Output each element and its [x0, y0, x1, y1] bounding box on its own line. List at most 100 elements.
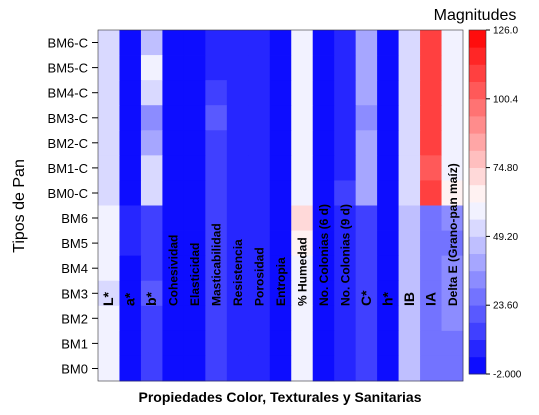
heatmap-cell: [269, 255, 292, 282]
heatmap-cell: [441, 305, 464, 332]
heatmap-cell: [398, 330, 421, 357]
heatmap-cell: [377, 305, 399, 332]
heatmap-cell: [205, 355, 228, 382]
row-label: BM2-C: [48, 136, 88, 151]
row-label: BM6: [61, 211, 88, 226]
heatmap-cell: [334, 30, 357, 56]
colorbar-band: [469, 116, 486, 134]
row-label: BM1-C: [48, 161, 88, 176]
colorbar-band: [469, 305, 486, 323]
heatmap-cell: [162, 305, 185, 332]
heatmap-cell: [377, 180, 399, 206]
row-label: BM1: [61, 336, 88, 351]
heatmap-cell: [140, 155, 163, 181]
heatmap-cell: [226, 30, 249, 56]
heatmap-cell: [269, 330, 292, 357]
heatmap-cell: [441, 205, 464, 231]
heatmap-cell: [162, 130, 185, 156]
heatmap-cell: [334, 255, 357, 282]
heatmap-cell: [420, 355, 442, 382]
heatmap-cell: [205, 180, 228, 206]
heatmap-cell: [377, 105, 399, 131]
column-label: Delta E (Grano-pan maíz): [446, 163, 460, 306]
heatmap-cell: [312, 355, 335, 382]
row-label: BM0: [61, 362, 88, 377]
heatmap-cell: [140, 30, 163, 56]
heatmap-cell: [248, 355, 271, 382]
heatmap-cell: [398, 255, 421, 282]
heatmap-cell: [269, 80, 292, 106]
colorbar-band: [469, 339, 486, 358]
column-label: Resistencia: [231, 239, 245, 306]
heatmap-cell: [441, 130, 464, 156]
column-label: IB: [401, 292, 417, 306]
heatmap-cell: [312, 230, 335, 257]
heatmap-cell: [334, 355, 357, 382]
row-label: BM6-C: [48, 36, 88, 51]
heatmap-cell: [312, 55, 335, 81]
column-labels: L* a* b* Cohesividad Elasticidad Masticabilid…: [100, 163, 460, 306]
heatmap-cell: [398, 180, 421, 206]
heatmap-cell: [119, 80, 142, 106]
heatmap-cell: [205, 30, 228, 56]
heatmap-cell: [98, 180, 120, 206]
heatmap-cell: [269, 205, 292, 231]
heatmap-cell: [291, 280, 314, 307]
row-label: BM3-C: [48, 111, 88, 126]
heatmap-cell: [269, 230, 292, 257]
heatmap-cell: [334, 105, 357, 131]
heatmap-cell: [269, 280, 292, 307]
heatmap-cell: [226, 180, 249, 206]
colorbar-band: [469, 167, 486, 186]
heatmap-cell: [248, 30, 271, 56]
heatmap-cell: [377, 355, 399, 382]
heatmap-cell: [334, 305, 357, 332]
colorbar-title: Magnitudes: [434, 7, 517, 24]
heatmap-cell: [183, 305, 206, 332]
heatmap-cell: [119, 230, 142, 257]
heatmap-cell: [441, 180, 464, 206]
row-labels: BM6-C BM5-C BM4-C BM3-C BM2-C BM1-C BM0-C BM6 BM…: [48, 36, 88, 377]
heatmap-cell: [98, 330, 120, 357]
heatmap-cell: [377, 255, 399, 282]
colorbar-band: [469, 202, 486, 220]
heatmap-cell: [355, 205, 378, 231]
heatmap-cell: [140, 80, 163, 106]
heatmap-cell: [98, 305, 120, 332]
y-axis-title: Tipos de Pan: [11, 159, 28, 253]
colorbar-band: [469, 133, 486, 151]
column-label: Entropia: [274, 257, 288, 306]
heatmap-cell: [98, 130, 120, 156]
colorbar-band: [469, 356, 486, 375]
colorbar-tick-label: -2.000: [493, 370, 522, 381]
colorbar-band: [469, 288, 486, 306]
heatmap-cell: [291, 230, 314, 257]
heatmap-cell: [140, 330, 163, 357]
heatmap-cell: [183, 230, 206, 257]
row-label: BM5-C: [48, 61, 88, 76]
heatmap-cell: [98, 30, 120, 56]
heatmap-cell: [226, 355, 249, 382]
heatmap-cell: [248, 255, 271, 282]
heatmap-cell: [162, 280, 185, 307]
heatmap-cell: [355, 105, 378, 131]
heatmap-cell: [98, 105, 120, 131]
heatmap-cell: [98, 355, 120, 382]
colorbar-ticks: 126.0 100.4 74.80 49.20 23.60 -2.000: [486, 26, 522, 381]
heatmap-cell: [205, 305, 228, 332]
heatmap-cell: [377, 205, 399, 231]
row-label: BM3: [61, 286, 88, 301]
heatmap-cell: [183, 30, 206, 56]
heatmap-cell: [398, 30, 421, 56]
heatmap-cell: [119, 280, 142, 307]
heatmap-cell: [291, 105, 314, 131]
column-label: No. Colonias (6 d): [317, 204, 331, 306]
heatmap-cell: [377, 155, 399, 181]
heatmap-cell: [355, 155, 378, 181]
heatmap-cell: [420, 180, 442, 206]
heatmap-cell: [441, 330, 464, 357]
heatmap-cell: [98, 205, 120, 231]
heatmap-cell: [420, 280, 442, 307]
heatmap-cell: [355, 305, 378, 332]
heatmap-cell: [248, 330, 271, 357]
